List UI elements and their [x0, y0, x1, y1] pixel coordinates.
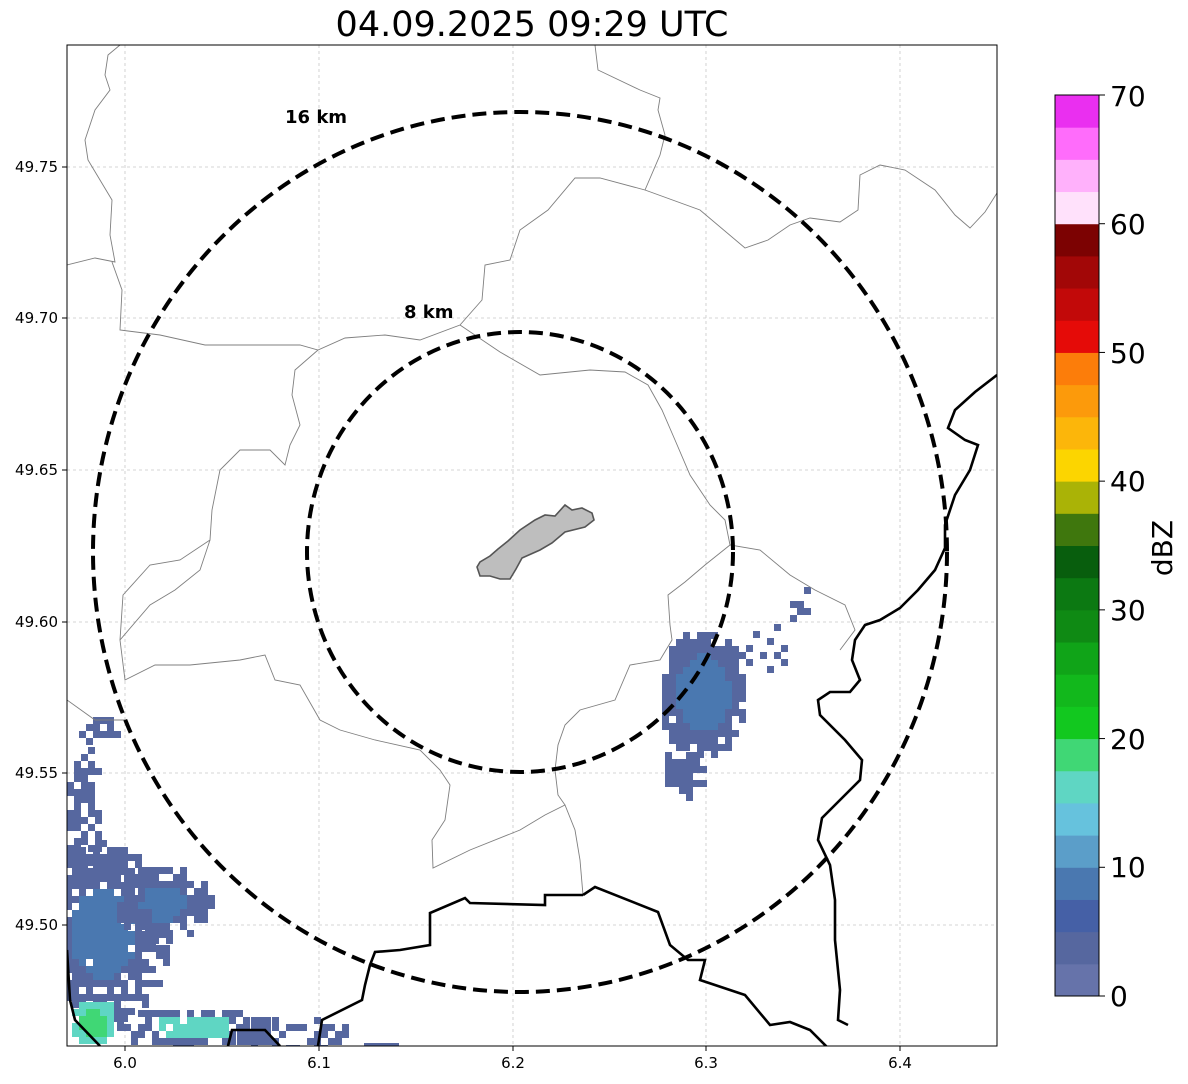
- y-tick-label: 49.55: [15, 764, 58, 782]
- colorbar-segment: [1055, 352, 1099, 386]
- y-tick-label: 49.60: [15, 613, 58, 631]
- colorbar-frame: [1054, 94, 1100, 997]
- gridlines: [67, 45, 997, 1046]
- colorbar-tick-label: 30: [1110, 594, 1146, 627]
- colorbar-tick-label: 0: [1110, 980, 1128, 1013]
- colorbar-segment: [1055, 609, 1099, 643]
- colorbar-tick-label: 10: [1110, 851, 1146, 884]
- y-tick-label: 49.70: [15, 309, 58, 327]
- colorbar-segment: [1055, 674, 1099, 707]
- colorbar-segment: [1055, 899, 1099, 933]
- colorbar-segment: [1055, 416, 1099, 450]
- range-ring-16km: [91, 110, 949, 994]
- colorbar-segment: [1055, 931, 1099, 965]
- colorbar-segment: [1055, 513, 1099, 546]
- colorbar-segment: [1055, 642, 1099, 675]
- y-tick-label: 49.75: [15, 158, 58, 176]
- colorbar-segment: [1055, 545, 1099, 579]
- y-axis: [62, 166, 67, 926]
- y-tick-label: 49.50: [15, 916, 58, 934]
- colorbar-segment: [1055, 867, 1099, 900]
- colorbar-segment: [1055, 255, 1099, 289]
- x-tick-label: 6.1: [307, 1054, 331, 1072]
- colorbar-segment: [1055, 577, 1099, 611]
- x-axis: [124, 1046, 901, 1051]
- colorbar-segment: [1055, 706, 1099, 740]
- colorbar-segment: [1055, 127, 1099, 160]
- municipal-boundaries: [67, 45, 997, 896]
- map-title: 04.09.2025 09:29 UTC: [335, 5, 729, 45]
- colorbar-segment: [1055, 384, 1099, 418]
- colorbar-segment: [1055, 802, 1099, 836]
- colorbar-label: dBZ: [1146, 520, 1179, 576]
- colorbar-segment: [1055, 963, 1099, 997]
- range-ring-8km: [305, 330, 735, 774]
- y-tick-label: 49.65: [15, 461, 58, 479]
- national-border: [67, 373, 997, 1046]
- x-tick-label: 6.2: [501, 1054, 525, 1072]
- colorbar-tick-label: 50: [1110, 337, 1146, 370]
- colorbar-segment: [1055, 770, 1099, 804]
- colorbar-tick-label: 20: [1110, 723, 1146, 756]
- ring-label-16km: 16 km: [285, 107, 347, 128]
- ring-label-8km: 8 km: [404, 302, 454, 323]
- x-tick-label: 6.4: [888, 1054, 912, 1072]
- range-rings: [91, 110, 949, 994]
- colorbar: [1055, 95, 1099, 997]
- colorbar-segment: [1055, 320, 1099, 353]
- colorbar-segment: [1055, 481, 1099, 514]
- x-tick-label: 6.3: [694, 1054, 718, 1072]
- map-frame: [66, 44, 998, 1047]
- colorbar-segment: [1055, 288, 1099, 321]
- colorbar-segment: [1055, 223, 1099, 257]
- colorbar-tick-label: 70: [1110, 80, 1146, 113]
- colorbar-segment: [1055, 95, 1099, 128]
- town-area[interactable]: [476, 503, 595, 580]
- colorbar-segment: [1055, 738, 1099, 772]
- colorbar-segment: [1055, 159, 1099, 193]
- x-tick-label: 6.0: [113, 1054, 137, 1072]
- colorbar-segment: [1055, 448, 1099, 482]
- colorbar-tick-label: 40: [1110, 465, 1146, 498]
- colorbar-segment: [1055, 191, 1099, 225]
- colorbar-tick-label: 60: [1110, 208, 1146, 241]
- colorbar-segment: [1055, 835, 1099, 868]
